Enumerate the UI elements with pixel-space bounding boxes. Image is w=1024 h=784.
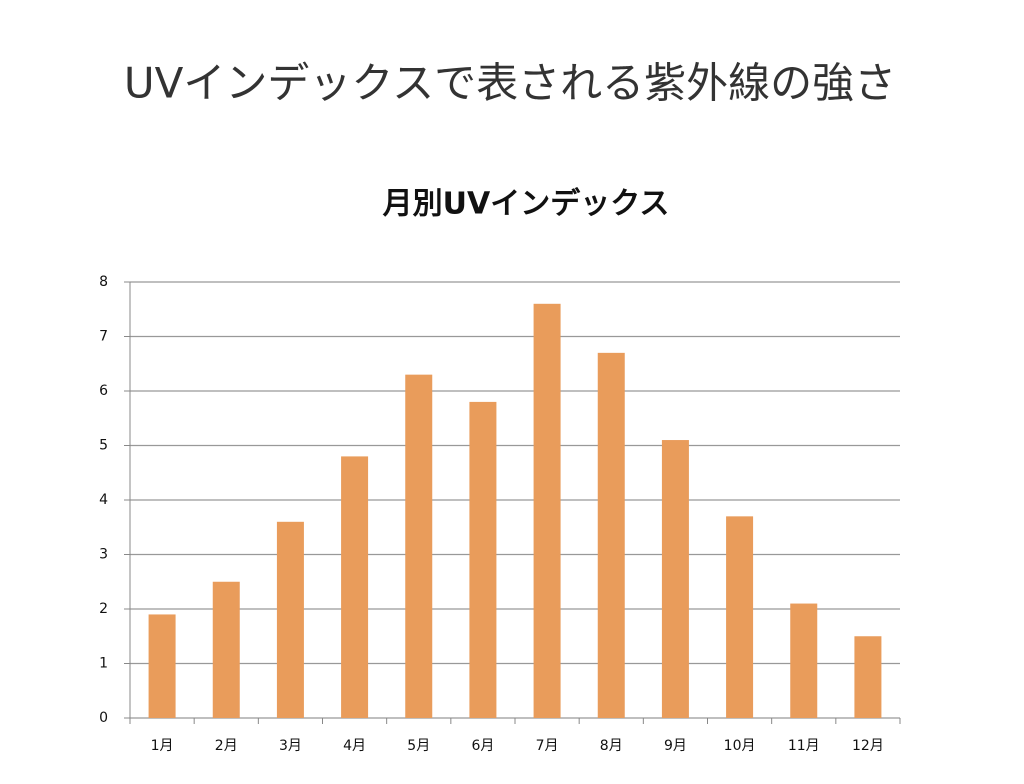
bar <box>854 636 882 718</box>
y-tick-label: 1 <box>99 656 108 672</box>
y-tick-label: 5 <box>99 438 108 454</box>
x-tick-label: 4月 <box>343 738 366 754</box>
x-tick-label: 11月 <box>788 738 820 754</box>
bar <box>405 374 433 718</box>
x-tick-label: 1月 <box>151 738 174 754</box>
chart-title: 月別UVインデックス <box>383 187 670 222</box>
x-tick-label: 7月 <box>536 738 559 754</box>
x-tick-label: 5月 <box>407 738 430 754</box>
x-tick-label: 3月 <box>279 738 302 754</box>
bar <box>212 581 240 718</box>
y-tick-label: 8 <box>99 274 108 290</box>
bar <box>341 456 369 718</box>
bar <box>148 614 176 718</box>
x-tick-label: 6月 <box>471 738 494 754</box>
bar <box>533 303 561 718</box>
bar <box>469 401 497 718</box>
y-tick-label: 6 <box>99 383 108 399</box>
bar <box>790 603 818 718</box>
x-tick-label: 2月 <box>215 738 238 754</box>
x-tick-label: 12月 <box>852 738 884 754</box>
page-heading: UVインデックスで表される紫外線の強さ <box>124 59 896 108</box>
x-tick-label: 10月 <box>724 738 756 754</box>
x-tick-label: 8月 <box>600 738 623 754</box>
y-tick-label: 0 <box>99 710 108 726</box>
bar <box>597 352 625 718</box>
y-tick-label: 7 <box>99 329 108 345</box>
y-tick-label: 4 <box>99 492 108 508</box>
y-tick-label: 3 <box>99 547 108 563</box>
x-tick-label: 9月 <box>664 738 687 754</box>
y-tick-label: 2 <box>99 601 108 617</box>
bar <box>726 516 754 718</box>
bar <box>661 440 689 718</box>
bar <box>276 521 304 718</box>
